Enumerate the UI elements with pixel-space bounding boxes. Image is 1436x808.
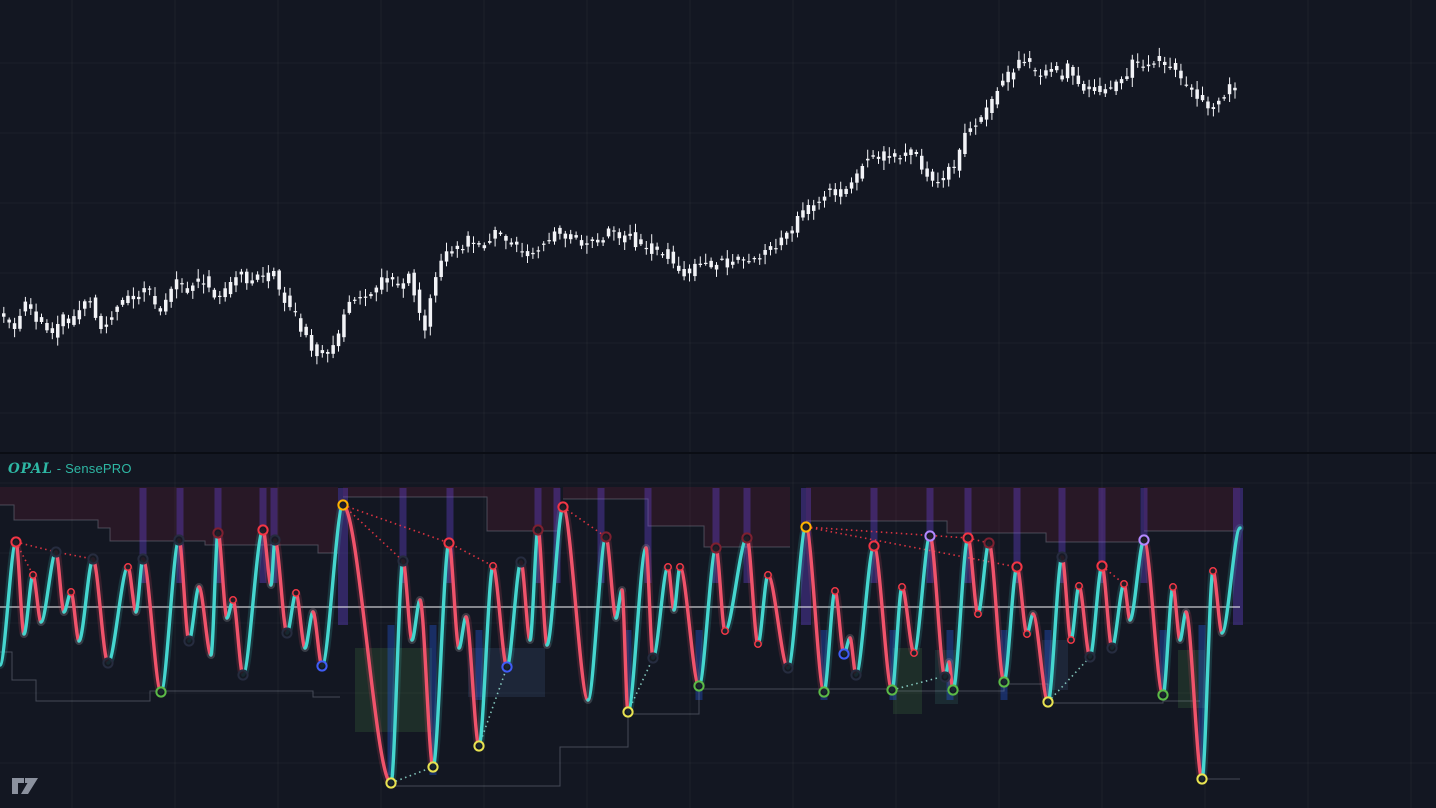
indicator-suffix: SensePRO (65, 461, 132, 476)
tradingview-logo[interactable] (12, 777, 39, 795)
indicator-title[interactable]: OPAL - SensePRO (8, 461, 132, 477)
indicator-name: OPAL (8, 461, 53, 477)
indicator-separator: - (52, 461, 66, 476)
